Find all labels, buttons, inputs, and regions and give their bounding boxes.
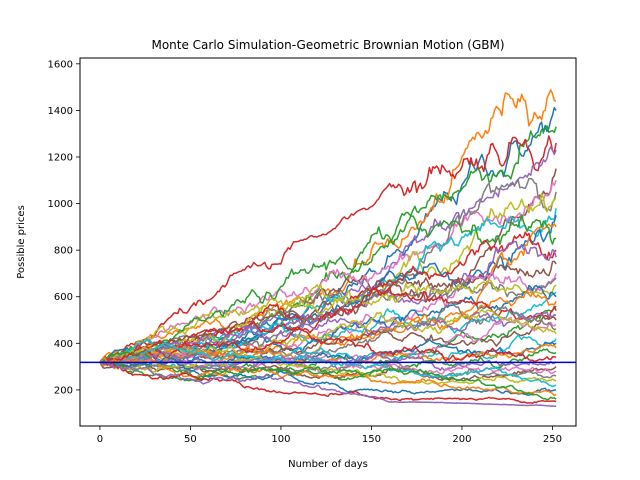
plot-frame	[79, 57, 577, 427]
simulation-path	[99, 177, 557, 365]
simulation-path	[99, 135, 557, 363]
y-tick-label: 1200	[48, 152, 73, 163]
x-tick-label: 150	[362, 434, 381, 445]
x-axis-label: Number of days	[288, 459, 368, 470]
simulation-path	[99, 361, 557, 407]
simulation-path	[99, 361, 557, 401]
simulation-path	[99, 211, 557, 364]
simulation-path	[99, 180, 557, 364]
y-axis-label: Possible prices	[16, 205, 27, 279]
x-axis-ticks: 0 50 100 150 200 250	[97, 426, 562, 445]
simulation-path	[99, 328, 557, 364]
simulation-path	[99, 89, 557, 363]
simulation-path	[99, 359, 557, 379]
simulation-path	[99, 311, 557, 364]
y-tick-label: 400	[54, 339, 73, 350]
x-tick-label: 0	[97, 434, 103, 445]
y-tick-label: 1600	[48, 59, 73, 70]
simulation-path	[99, 231, 557, 363]
y-tick-label: 200	[54, 385, 73, 396]
simulation-path	[99, 355, 557, 385]
x-tick-label: 200	[452, 434, 471, 445]
simulation-path	[99, 260, 557, 363]
chart-title: Monte Carlo Simulation-Geometric Brownia…	[151, 38, 504, 52]
simulation-path	[99, 356, 557, 396]
x-tick-label: 250	[543, 434, 562, 445]
simulation-series	[99, 89, 557, 407]
y-tick-label: 600	[54, 292, 73, 303]
y-tick-label: 1000	[48, 199, 73, 210]
x-tick-label: 100	[271, 434, 290, 445]
simulation-path	[99, 286, 557, 364]
y-tick-label: 800	[54, 246, 73, 257]
y-axis-ticks: 200 400 600 800 1000 1200 1400 1600	[48, 59, 80, 396]
simulation-path	[99, 361, 557, 404]
y-tick-label: 1400	[48, 106, 73, 117]
x-tick-label: 50	[184, 434, 197, 445]
simulation-path	[99, 351, 557, 372]
